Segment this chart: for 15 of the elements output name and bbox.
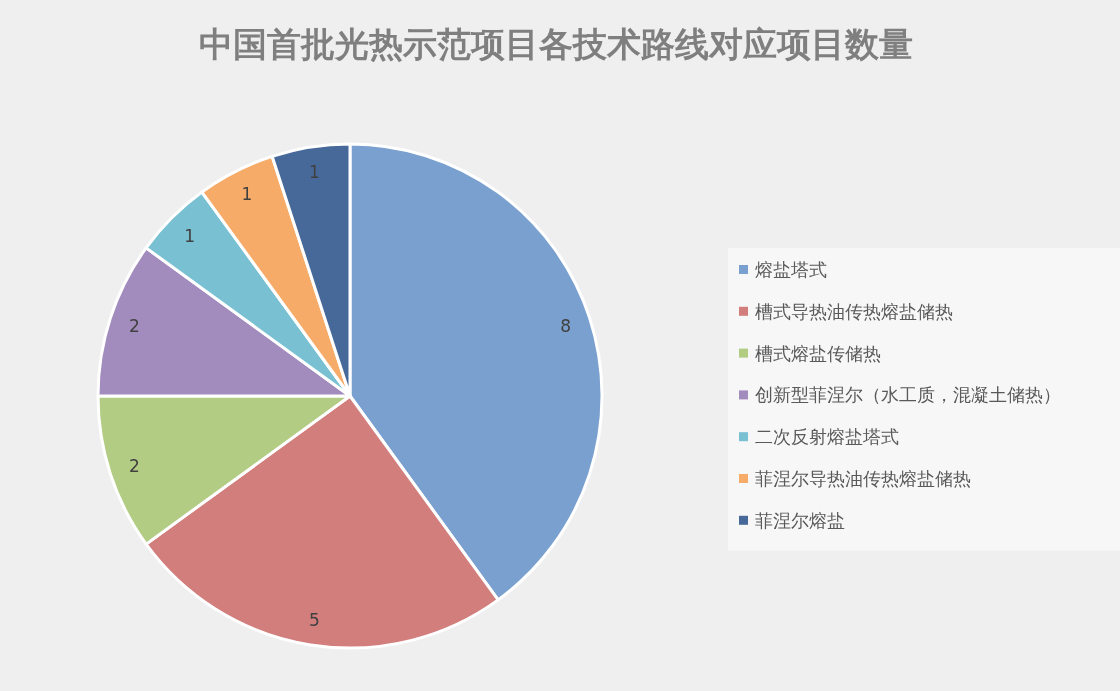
legend-label: 菲涅尔熔盐 — [755, 510, 845, 531]
legend-label: 槽式导热油传热熔盐储热 — [755, 301, 953, 322]
data-label: 1 — [184, 225, 196, 246]
data-label: 1 — [241, 183, 253, 204]
legend-label: 创新型菲涅尔（水工质，混凝土储热） — [755, 385, 1061, 406]
data-label: 2 — [128, 315, 140, 336]
chart-title: 中国首批光热示范项目各技术路线对应项目数量 — [199, 24, 913, 64]
data-label: 8 — [560, 315, 572, 336]
legend-label: 熔盐塔式 — [755, 260, 827, 280]
legend-label: 菲涅尔导热油传热熔盐储热 — [755, 469, 971, 489]
legend-label: 二次反射熔盐塔式 — [755, 427, 899, 448]
data-label: 5 — [309, 610, 320, 631]
legend-label: 槽式熔盐传储热 — [755, 343, 881, 364]
data-label: 1 — [309, 161, 320, 182]
data-label: 2 — [128, 456, 140, 477]
